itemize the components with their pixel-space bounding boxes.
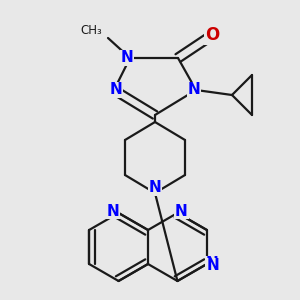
Text: O: O (205, 26, 219, 44)
Text: N: N (175, 203, 188, 218)
Text: N: N (188, 82, 200, 98)
Text: CH₃: CH₃ (80, 23, 102, 37)
Text: N: N (110, 82, 122, 98)
Text: N: N (206, 259, 219, 274)
Text: N: N (148, 181, 161, 196)
Text: N: N (206, 256, 218, 272)
Text: N: N (106, 203, 119, 218)
Text: N: N (121, 50, 134, 65)
